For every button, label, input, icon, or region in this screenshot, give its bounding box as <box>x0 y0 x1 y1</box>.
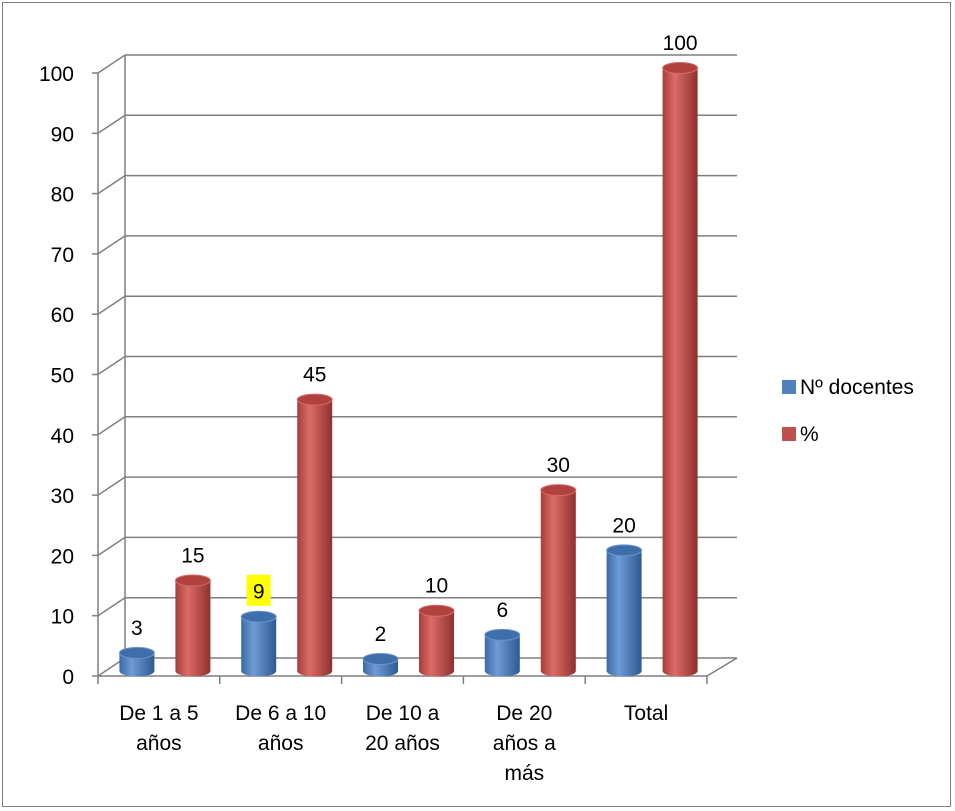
legend-swatch <box>782 380 796 394</box>
data-label: 15 <box>181 545 204 568</box>
wall-diagonal <box>97 416 126 436</box>
x-category-label: De 10 a 20 años <box>365 702 440 755</box>
bar-top <box>118 646 155 659</box>
y-tick-label: 10 <box>51 606 74 629</box>
wall-diagonal <box>97 355 126 376</box>
bars <box>118 62 699 677</box>
data-label: 30 <box>547 454 570 477</box>
data-label: 2 <box>375 623 387 646</box>
bar-top <box>540 484 577 497</box>
bar-docentes <box>241 616 277 677</box>
wall-diagonal <box>97 54 126 74</box>
bar-percent <box>540 490 576 677</box>
wall-diagonal <box>97 536 126 557</box>
wall-diagonal <box>97 597 126 617</box>
wall-diagonal <box>97 174 126 195</box>
x-category-label: De 1 a 5 años <box>119 702 198 755</box>
bar-docentes <box>606 550 642 677</box>
y-tick-label: 50 <box>51 365 74 388</box>
y-tick-label: 90 <box>51 123 74 146</box>
bar-percent <box>175 580 211 677</box>
data-label: 100 <box>663 32 698 55</box>
data-labels: 3 9 2 6 20 15 45 10 30 100 <box>131 32 698 646</box>
bar-docentes <box>484 634 520 677</box>
data-label: 9 <box>253 581 265 604</box>
x-category-label: De 6 a 10 años <box>235 702 326 755</box>
wall-diagonal <box>97 114 126 134</box>
x-category-label: De 20 años a más <box>493 702 556 785</box>
bar-top <box>606 544 643 557</box>
bar-percent <box>662 68 698 677</box>
bar-docentes <box>119 652 155 677</box>
bar-top <box>174 574 211 587</box>
legend-label: % <box>800 423 819 446</box>
bar-top <box>362 652 399 665</box>
floor-side-edge <box>706 657 738 677</box>
data-label: 10 <box>425 575 448 598</box>
bar-percent <box>297 399 333 677</box>
y-tick-label: 60 <box>51 304 74 327</box>
y-tick-label: 20 <box>51 545 74 568</box>
y-tick-label: 80 <box>51 184 74 207</box>
data-label: 6 <box>496 599 508 622</box>
x-category-label: Total <box>624 702 668 725</box>
bar-top <box>240 610 277 623</box>
wall-diagonal <box>97 235 126 255</box>
y-tick-label: 30 <box>51 485 74 508</box>
y-tick-label: 70 <box>51 244 74 267</box>
y-tick-label: 0 <box>62 666 74 689</box>
data-label: 3 <box>131 617 143 640</box>
y-tick-label: 100 <box>39 63 74 86</box>
legend-label: Nº docentes <box>800 376 914 399</box>
highlight-box <box>246 574 271 606</box>
data-label: 20 <box>612 514 635 537</box>
bar-top <box>418 604 455 617</box>
y-tick-label: 40 <box>51 425 74 448</box>
axes: 0 10 20 30 40 50 60 70 80 90 100 De 1 a 5 años De 6 a… <box>39 55 738 785</box>
legend: Nº docentes% <box>782 376 914 446</box>
wall-diagonal <box>97 295 126 315</box>
legend-swatch <box>782 427 796 441</box>
bar-top <box>662 62 699 74</box>
bar-top <box>484 628 521 641</box>
wall-diagonal <box>97 476 126 496</box>
bar-top <box>296 393 333 406</box>
data-label: 45 <box>303 364 326 387</box>
bar-percent <box>419 610 454 677</box>
